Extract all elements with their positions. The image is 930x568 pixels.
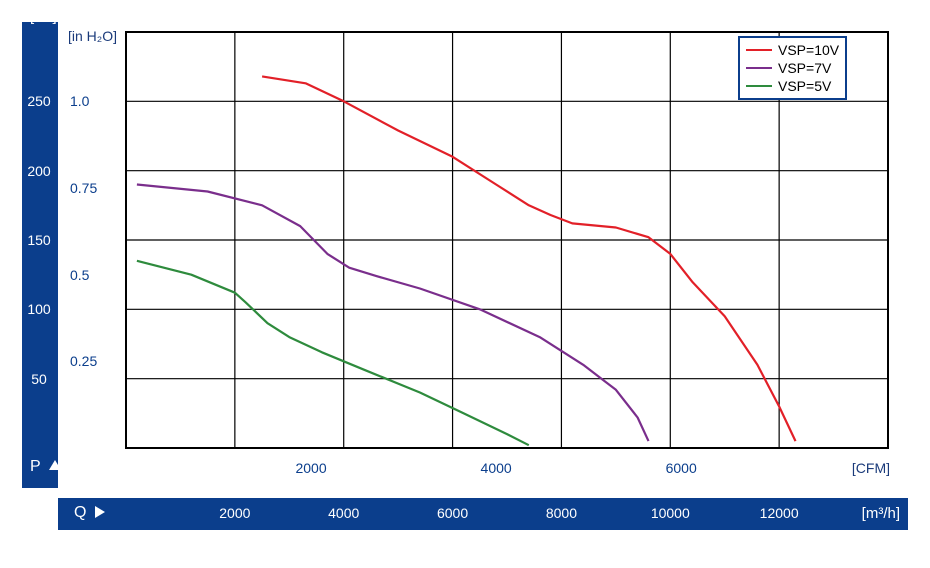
x1-tick-10000: 10000 xyxy=(635,505,705,521)
x1-tick-8000: 8000 xyxy=(526,505,596,521)
triangle-up-icon xyxy=(49,460,61,470)
y-axis-bar xyxy=(22,22,58,488)
x1-unit-label: [m³/h] xyxy=(862,505,900,522)
y1-tick-150: 150 xyxy=(24,232,54,248)
y1-tick-100: 100 xyxy=(24,301,54,317)
y2-tick-1.0: 1.0 xyxy=(70,93,89,109)
q-axis-title-text: Q xyxy=(74,504,86,521)
legend-box: VSP=10V VSP=7V VSP=5V xyxy=(738,36,847,100)
x1-tick-12000: 12000 xyxy=(744,505,814,521)
legend-vsp10-label: VSP=10V xyxy=(778,42,839,58)
y1-tick-200: 200 xyxy=(24,163,54,179)
legend-vsp7-swatch xyxy=(746,67,772,69)
p-axis-title-text: P xyxy=(30,458,40,475)
x2-tick-6000: 6000 xyxy=(651,460,711,476)
q-axis-title: Q xyxy=(74,504,105,522)
x2-tick-4000: 4000 xyxy=(466,460,526,476)
y1-tick-250: 250 xyxy=(24,93,54,109)
legend-vsp7: VSP=7V xyxy=(746,59,839,77)
y2-tick-0.25: 0.25 xyxy=(70,353,97,369)
x2-tick-2000: 2000 xyxy=(281,460,341,476)
y1-unit-label: [Pa] xyxy=(30,8,57,25)
triangle-right-icon xyxy=(95,506,105,518)
y2-tick-0.5: 0.5 xyxy=(70,267,89,283)
y2-tick-0.75: 0.75 xyxy=(70,180,97,196)
y1-tick-50: 50 xyxy=(24,371,54,387)
legend-vsp5: VSP=5V xyxy=(746,77,839,95)
x2-unit-label: [CFM] xyxy=(852,460,890,476)
legend-vsp10: VSP=10V xyxy=(746,41,839,59)
legend-vsp5-swatch xyxy=(746,85,772,87)
x1-tick-4000: 4000 xyxy=(309,505,379,521)
y2-unit-label: [in H₂O] xyxy=(68,28,117,44)
p-axis-title: P xyxy=(30,458,61,476)
plot-area: [in H₂O] [CFM] VSP=10VVSP=7VVSP=5V 50100… xyxy=(58,22,908,488)
x1-tick-2000: 2000 xyxy=(200,505,270,521)
legend-vsp10-swatch xyxy=(746,49,772,51)
x1-tick-6000: 6000 xyxy=(418,505,488,521)
legend-vsp7-label: VSP=7V xyxy=(778,60,831,76)
legend-vsp5-label: VSP=5V xyxy=(778,78,831,94)
